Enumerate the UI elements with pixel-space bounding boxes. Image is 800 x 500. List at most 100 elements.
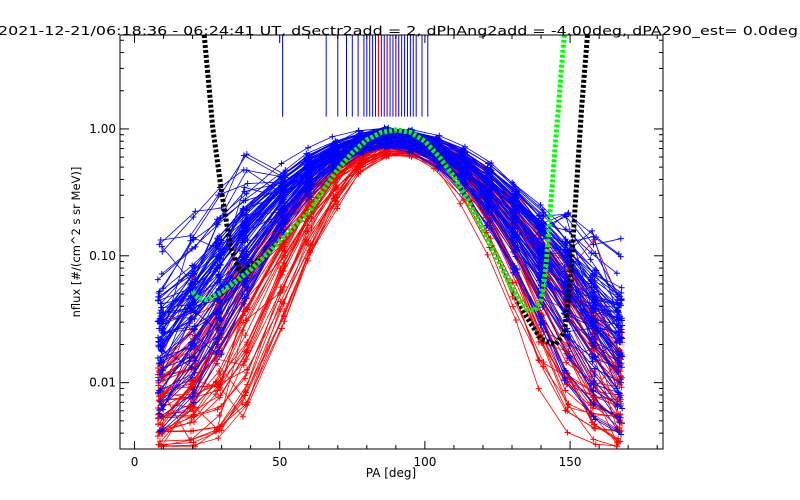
series-blue-point xyxy=(618,295,625,302)
series-blue-point xyxy=(243,277,250,284)
series-blue-point xyxy=(158,401,165,408)
series-blue-point xyxy=(486,218,493,225)
series-blue-point xyxy=(436,142,443,149)
series-blue-point xyxy=(618,376,625,383)
series-blue-point xyxy=(307,194,314,201)
series-blue-point xyxy=(539,304,546,311)
series-blue-point xyxy=(278,160,285,167)
series-blue-point xyxy=(156,288,163,295)
series-blue-point xyxy=(535,262,542,269)
series-red-point xyxy=(278,244,285,251)
series-blue-point xyxy=(279,199,286,206)
series-blue-point xyxy=(540,221,547,228)
series-blue-point xyxy=(306,185,313,192)
series-blue-point xyxy=(280,223,287,230)
series-blue-point xyxy=(217,281,224,288)
y-tick-label: 1.00 xyxy=(89,122,116,136)
series-red-point xyxy=(618,420,625,427)
series-red-point xyxy=(564,404,571,411)
series-blue-point xyxy=(158,329,165,336)
series-blue-point xyxy=(188,339,195,346)
series-blue-point xyxy=(615,363,622,370)
series-blue-point xyxy=(278,180,285,187)
series-blue-point xyxy=(590,413,597,420)
series-blue-point xyxy=(213,239,220,246)
series-blue-point xyxy=(191,283,198,290)
series-blue-line xyxy=(158,146,618,417)
series-blue-point xyxy=(303,175,310,182)
series-blue-point xyxy=(483,222,490,229)
series-blue-point xyxy=(155,339,162,346)
series-red-point xyxy=(615,435,622,442)
series-blue-point xyxy=(511,202,518,209)
series-red-point xyxy=(279,287,286,294)
series-red-point xyxy=(244,399,251,406)
series-blue-point xyxy=(186,320,193,327)
series-blue-point xyxy=(192,308,199,315)
series-blue-point xyxy=(158,304,165,311)
series-blue-point xyxy=(538,236,545,243)
series-blue-point xyxy=(615,251,622,258)
series-blue-point xyxy=(408,134,415,141)
series-red-point xyxy=(243,356,250,363)
series-blue-point xyxy=(616,419,623,426)
series-blue-point xyxy=(332,162,339,169)
series-blue-point xyxy=(435,165,442,172)
series-red-point xyxy=(218,403,225,410)
series-blue-point xyxy=(540,320,547,327)
series-blue-point xyxy=(192,243,199,250)
series-red-point xyxy=(190,413,197,420)
series-blue-point xyxy=(593,234,600,241)
series-blue-point xyxy=(307,177,314,184)
series-blue-point xyxy=(461,161,468,168)
series-blue-point xyxy=(243,151,250,158)
series-blue-point xyxy=(512,186,519,193)
series-blue-point xyxy=(566,342,573,349)
series-blue-point xyxy=(156,325,163,332)
series-blue-point xyxy=(461,182,468,189)
series-blue-point xyxy=(458,175,465,182)
series-red-point xyxy=(244,339,251,346)
series-red-point xyxy=(303,228,310,235)
series-red-point xyxy=(334,191,341,198)
series-blue-point xyxy=(306,161,313,168)
series-blue-point xyxy=(239,250,246,257)
series-red-point xyxy=(190,442,197,449)
y-axis: 0.01 0.10 1.00 xyxy=(89,39,663,450)
series-blue-point xyxy=(333,143,340,150)
series-blue-point xyxy=(332,138,339,145)
series-red-point xyxy=(281,248,288,255)
series-blue-point xyxy=(433,134,440,141)
series-red-point xyxy=(509,279,516,286)
series-blue-point xyxy=(484,160,491,167)
series-red-point xyxy=(590,436,597,443)
series-red-point xyxy=(239,399,246,406)
series-red-point xyxy=(333,198,340,205)
series-red-point xyxy=(154,433,161,440)
series-blue-point xyxy=(277,193,284,200)
series-blue-point xyxy=(511,198,518,205)
series-red-point xyxy=(191,418,198,425)
series-blue-point xyxy=(592,365,599,372)
series-blue-point xyxy=(157,237,164,244)
series-blue-point xyxy=(618,289,625,296)
series-blue-point xyxy=(590,342,597,349)
series-blue-point xyxy=(191,263,198,270)
series-blue-point xyxy=(592,250,599,257)
series-blue-point xyxy=(303,150,310,157)
series-blue-point xyxy=(566,333,573,340)
series-red-point xyxy=(214,406,221,413)
series-red-point xyxy=(216,371,223,378)
series-red-point xyxy=(563,359,570,366)
series-blue-point xyxy=(154,318,161,325)
series-blue-point xyxy=(190,234,197,241)
series-red-point xyxy=(280,312,287,319)
series-blue-point xyxy=(216,233,223,240)
series-blue-point xyxy=(155,297,162,304)
series-blue-point xyxy=(244,180,251,187)
series-blue-point xyxy=(564,247,571,254)
series-red-point xyxy=(155,411,162,418)
series-blue-point xyxy=(188,280,195,287)
series-blue-point xyxy=(305,144,312,151)
